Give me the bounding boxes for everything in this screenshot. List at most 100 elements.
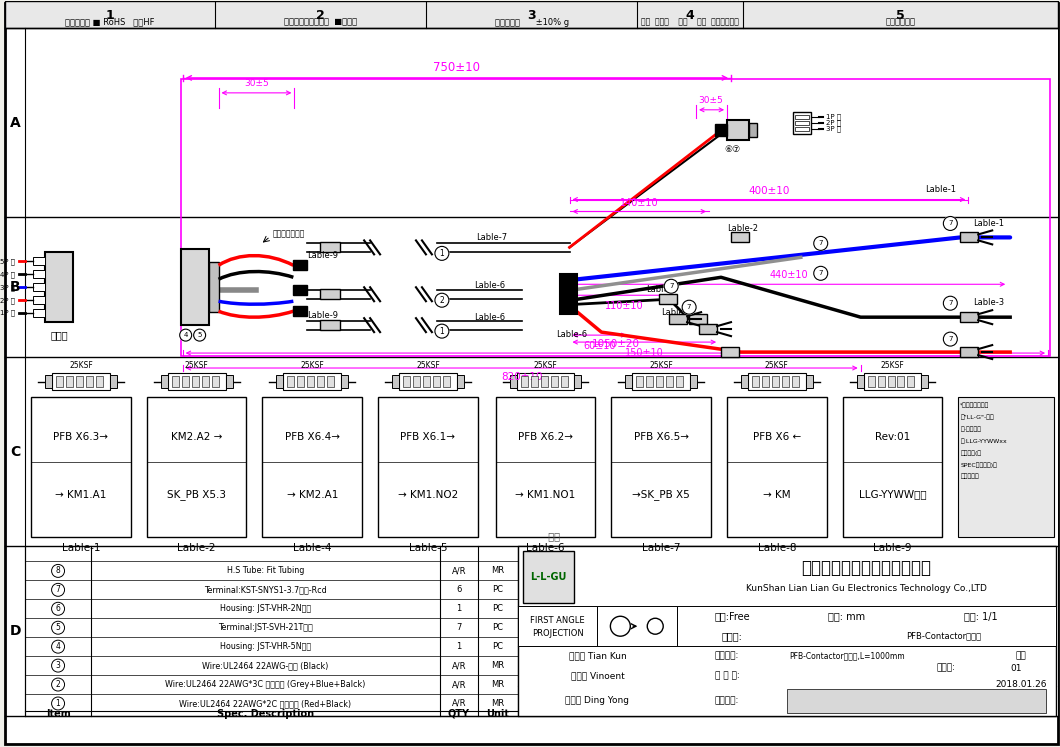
Bar [748, 373, 806, 390]
Text: 环保要求： ■ RoHS   醓卤HF: 环保要求： ■ RoHS 醓卤HF [65, 18, 155, 27]
Text: 400±10: 400±10 [748, 185, 790, 196]
Text: 7: 7 [948, 220, 953, 226]
Text: A/R: A/R [452, 699, 466, 708]
Text: 1: 1 [106, 9, 114, 22]
Text: 3: 3 [527, 9, 536, 22]
Text: A/R: A/R [452, 680, 466, 689]
Text: LLG-YYWW中文: LLG-YYWW中文 [859, 489, 926, 500]
Text: 1: 1 [456, 642, 461, 651]
Text: 110±10: 110±10 [605, 301, 643, 311]
Bar [669, 314, 687, 324]
Text: KunShan Lian Lian Gu Electronics Technology Co.,LTD: KunShan Lian Lian Gu Electronics Technol… [746, 584, 987, 593]
Text: 7: 7 [818, 241, 823, 247]
Text: → KM1.A1: → KM1.A1 [55, 489, 107, 500]
Text: 2P 空: 2P 空 [826, 120, 841, 126]
Text: 1P 红: 1P 红 [826, 114, 841, 120]
Bar [86, 376, 93, 387]
Text: →SK_PB X5: →SK_PB X5 [633, 489, 690, 500]
Text: PROJECTION: PROJECTION [532, 629, 583, 638]
Text: Unit: Unit [487, 709, 509, 719]
Text: Lable-5: Lable-5 [409, 544, 447, 554]
Text: 客户型号:: 客户型号: [714, 696, 739, 705]
Text: 2P 红: 2P 红 [0, 297, 15, 303]
Text: Lable-9: Lable-9 [873, 544, 912, 554]
Text: 25KSF: 25KSF [650, 361, 673, 370]
Bar [496, 397, 596, 536]
Text: 5: 5 [896, 9, 905, 22]
Bar [76, 376, 83, 387]
Text: Lable-7: Lable-7 [642, 544, 681, 554]
Text: 版本号:: 版本号: [937, 663, 956, 672]
Text: 1P 黑: 1P 黑 [0, 310, 15, 317]
Text: 零 件 号:: 零 件 号: [714, 672, 740, 681]
Bar [731, 232, 749, 242]
Bar [46, 252, 73, 322]
Circle shape [435, 324, 448, 338]
Circle shape [648, 619, 664, 634]
Circle shape [814, 236, 828, 250]
Bar [921, 375, 929, 388]
Bar [843, 397, 942, 536]
Text: → KM1.NO2: → KM1.NO2 [398, 489, 458, 500]
Bar [510, 375, 516, 388]
Text: PFB X6.5→: PFB X6.5→ [634, 432, 689, 441]
Text: 3: 3 [55, 661, 60, 670]
Bar [550, 376, 558, 387]
Text: PFB X6.3→: PFB X6.3→ [53, 432, 108, 441]
Text: 820±10: 820±10 [501, 372, 543, 382]
Text: 6: 6 [55, 604, 60, 613]
Text: 2: 2 [56, 680, 60, 689]
Text: Wire:UL2464 22AWG*2C 无屏蔽线 (Red+Black): Wire:UL2464 22AWG*2C 无屏蔽线 (Red+Black) [179, 699, 352, 708]
Bar [792, 376, 799, 387]
Text: 月-流水编号: 月-流水编号 [960, 426, 982, 432]
Text: A/R: A/R [452, 661, 466, 670]
Bar [52, 373, 110, 390]
Circle shape [52, 622, 65, 634]
Text: 150±10: 150±10 [625, 348, 664, 358]
Bar [320, 320, 340, 330]
Bar [878, 376, 884, 387]
Bar [887, 376, 895, 387]
Bar [341, 375, 348, 388]
Bar [762, 376, 768, 387]
Circle shape [683, 300, 696, 314]
Bar [856, 375, 864, 388]
Bar [958, 397, 1054, 536]
Bar [752, 376, 759, 387]
Text: Lable-9: Lable-9 [307, 311, 338, 320]
Text: 01: 01 [1010, 663, 1022, 672]
Bar [749, 123, 757, 137]
Text: 7: 7 [55, 586, 60, 595]
Text: D: D [10, 624, 21, 638]
Text: 5: 5 [197, 332, 201, 338]
Bar [793, 112, 811, 134]
Circle shape [943, 217, 957, 230]
Text: Lable-6: Lable-6 [474, 313, 506, 322]
Bar [307, 376, 314, 387]
Bar [277, 375, 283, 388]
Text: Lable-3: Lable-3 [973, 298, 1004, 307]
Text: 4P 黑: 4P 黑 [0, 271, 15, 278]
Text: 60±10: 60±10 [583, 341, 616, 351]
Text: Housing: JST-VHR-2N胶壳: Housing: JST-VHR-2N胶壳 [219, 604, 311, 613]
Text: PC: PC [492, 604, 504, 613]
Bar [867, 376, 874, 387]
Text: PFB X6.1→: PFB X6.1→ [401, 432, 456, 441]
Circle shape [611, 616, 631, 636]
Text: PC: PC [492, 623, 504, 632]
Bar [795, 127, 809, 131]
Bar [378, 397, 478, 536]
Bar [727, 397, 827, 536]
Circle shape [665, 279, 678, 294]
Text: 140±10: 140±10 [620, 197, 658, 208]
Text: 标记  更改人    日期    版本  工程更改单号: 标记 更改人 日期 版本 工程更改单号 [641, 18, 739, 27]
Text: Lable-2: Lable-2 [177, 544, 216, 554]
Text: 5P 红: 5P 红 [0, 258, 15, 264]
Bar [531, 376, 537, 387]
Text: 批准： Ding Yong: 批准： Ding Yong [565, 696, 630, 705]
Text: 3P 蓝: 3P 蓝 [0, 284, 15, 291]
Text: PFB X6.4→: PFB X6.4→ [285, 432, 340, 441]
Text: *规格数字为代号: *规格数字为代号 [960, 402, 990, 408]
Text: 6: 6 [456, 586, 461, 595]
Bar [647, 376, 653, 387]
